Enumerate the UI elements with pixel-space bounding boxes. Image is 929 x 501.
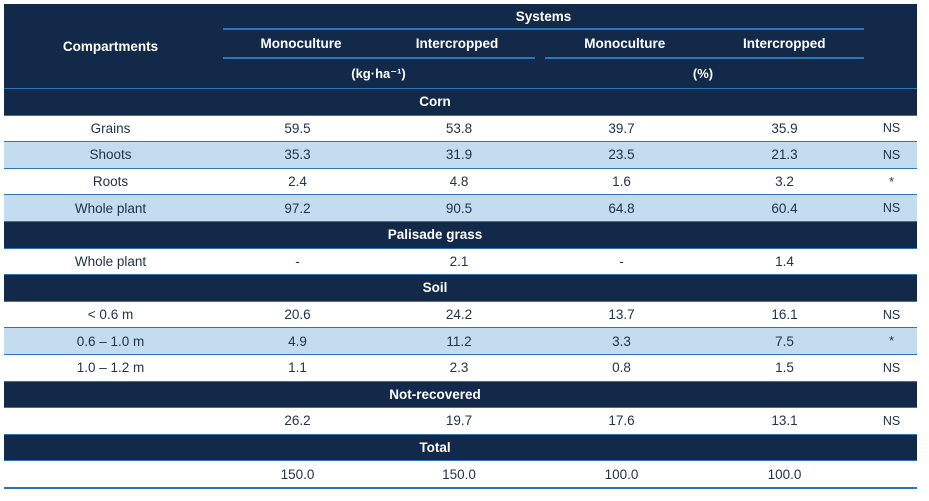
value-cell: 35.3 [284, 147, 311, 163]
value-cell: 90.5 [445, 200, 473, 216]
value-cell: 20.6 [284, 307, 311, 323]
section-title: Not-recovered [389, 386, 481, 402]
table-row: 0.6 – 1.0 m 4.9 11.2 3.3 7.5 * [4, 327, 917, 354]
row-label [4, 408, 217, 434]
significance-cell: NS [882, 307, 901, 322]
significance-cell: NS [882, 201, 901, 216]
row-label: Shoots [89, 147, 132, 163]
value-cell: 1.4 [775, 253, 794, 269]
value-cell: 26.2 [284, 413, 311, 429]
table-header: Compartments Systems Monoculture Intercr… [4, 4, 917, 88]
column-header-intercropped-kg: Intercropped [415, 36, 499, 51]
percent-column-group: Monoculture Intercropped [545, 30, 864, 59]
value-cell: 100.0 [604, 466, 639, 482]
significance-cell: * [889, 334, 894, 349]
value-cell: 16.1 [771, 307, 798, 323]
value-cell: 7.5 [775, 333, 794, 349]
systems-group-header: Systems [223, 4, 864, 30]
section-title: Corn [419, 94, 451, 110]
row-label: < 0.6 m [87, 307, 134, 323]
results-table: Compartments Systems Monoculture Intercr… [4, 4, 917, 489]
value-cell: 21.3 [771, 147, 798, 163]
value-cell: 4.8 [449, 174, 469, 190]
value-cell: 59.5 [284, 120, 311, 136]
significance-cell: NS [882, 121, 901, 136]
section-title: Soil [422, 280, 448, 296]
row-label: Whole plant [74, 253, 147, 269]
row-label: 0.6 – 1.0 m [76, 333, 145, 349]
table-row: Shoots 35.3 31.9 23.5 21.3 NS [4, 141, 917, 168]
value-cell: 1.6 [612, 174, 631, 190]
value-cell: 60.4 [771, 200, 798, 216]
value-cell: 1.1 [288, 360, 307, 376]
table-row: Roots 2.4 4.8 1.6 3.2 * [4, 167, 917, 195]
significance-cell [866, 249, 917, 275]
value-cell: 39.7 [608, 120, 635, 136]
section-banner-total: Total [4, 433, 917, 461]
value-cell: 31.9 [445, 147, 473, 163]
value-cell: 150.0 [442, 466, 476, 482]
value-cell: 13.7 [608, 307, 635, 323]
table-row: 150.0 150.0 100.0 100.0 [4, 460, 917, 487]
table-row: 1.0 – 1.2 m 1.1 2.3 0.8 1.5 NS [4, 353, 917, 381]
row-label [4, 461, 217, 487]
significance-cell: NS [882, 360, 901, 375]
value-cell: 11.2 [446, 333, 472, 349]
value-cell: 13.1 [771, 413, 798, 429]
table-row: 26.2 19.7 17.6 13.1 NS [4, 407, 917, 434]
table-row: < 0.6 m 20.6 24.2 13.7 16.1 NS [4, 300, 917, 328]
section-title: Palisade grass [387, 227, 483, 243]
section-banner-soil: Soil [4, 274, 917, 301]
value-cell: 4.9 [288, 333, 307, 349]
column-header-intercropped-pct: Intercropped [742, 36, 826, 51]
row-label: Roots [92, 174, 129, 190]
value-cell: 53.8 [445, 120, 473, 136]
value-cell: 2.3 [449, 360, 469, 376]
unit-label-kg: (kg·ha⁻¹) [351, 65, 406, 81]
significance-cell: NS [882, 413, 901, 428]
value-cell: 0.8 [612, 360, 631, 376]
value-cell: 35.9 [771, 120, 798, 136]
table-row: Whole plant - 2.1 - 1.4 [4, 247, 917, 275]
significance-cell: NS [882, 147, 901, 162]
value-cell: - [295, 253, 300, 269]
section-title: Total [419, 440, 451, 456]
table-row: Whole plant 97.2 90.5 64.8 60.4 NS [4, 194, 917, 221]
value-cell: 2.1 [449, 253, 469, 269]
value-cell: - [619, 253, 624, 269]
section-banner-corn: Corn [4, 88, 917, 115]
value-cell: 24.2 [445, 307, 473, 323]
value-cell: 3.2 [775, 174, 794, 190]
unit-label-percent: (%) [692, 66, 714, 81]
section-banner-palisade-grass: Palisade grass [4, 220, 917, 248]
section-banner-not-recovered: Not-recovered [4, 380, 917, 408]
value-cell: 64.8 [608, 200, 635, 216]
value-cell: 100.0 [767, 466, 802, 482]
significance-cell [866, 461, 917, 487]
value-cell: 150.0 [280, 466, 315, 482]
value-cell: 2.4 [288, 174, 307, 190]
value-cell: 23.5 [608, 147, 635, 163]
table-row: Grains 59.5 53.8 39.7 35.9 NS [4, 114, 917, 142]
value-cell: 17.6 [608, 413, 635, 429]
value-cell: 97.2 [284, 200, 311, 216]
column-header-monoculture-kg: Monoculture [260, 36, 342, 51]
compartments-column-header: Compartments [62, 38, 159, 54]
value-cell: 19.7 [445, 413, 473, 429]
row-label: Whole plant [74, 200, 147, 216]
row-label: 1.0 – 1.2 m [76, 360, 145, 376]
kg-column-group: Monoculture Intercropped [223, 30, 535, 59]
value-cell: 1.5 [775, 360, 794, 376]
significance-cell: * [889, 174, 894, 189]
significance-column-header [866, 4, 917, 88]
row-label: Grains [90, 120, 131, 136]
value-cell: 3.3 [612, 333, 631, 349]
column-header-monoculture-pct: Monoculture [584, 36, 666, 51]
